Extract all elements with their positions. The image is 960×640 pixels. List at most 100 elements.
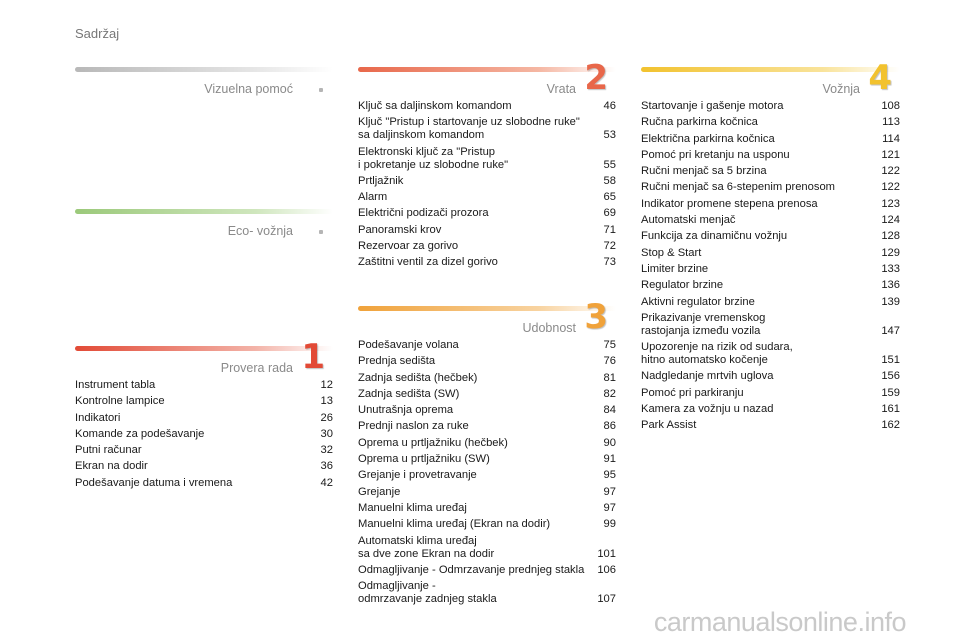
toc-entry-page: 122 (881, 181, 900, 194)
toc-entry[interactable]: Električna parkirna kočnica 114 (641, 131, 900, 147)
toc-entry-page: 151 (881, 354, 900, 367)
toc-entry[interactable]: Prednja sedišta 76 (358, 353, 616, 369)
toc-entry[interactable]: Rezervoar za gorivo 72 (358, 238, 616, 254)
toc-entry[interactable]: Ekran na dodir 36 (75, 458, 333, 474)
toc-entry-label: Podešavanje datuma i vremena (75, 476, 233, 489)
toc-entry[interactable]: Grejanje i provetravanje 95 (358, 467, 616, 483)
toc-entry[interactable]: Indikatori 26 (75, 410, 333, 426)
section-provera-rada: Provera rada 1 Instrument tabla 12 Kontrol… (75, 337, 333, 491)
toc-entry-page: 26 (320, 411, 333, 424)
toc-entry[interactable]: Komande za podešavanje 30 (75, 426, 333, 442)
toc-entry[interactable]: Pomoć pri kretanju na usponu 121 (641, 147, 900, 163)
toc-entry[interactable]: Električni podizači prozora 69 (358, 205, 616, 221)
section-number-icon: 2 (584, 58, 608, 98)
section-vrata: Vrata 2 Ključ sa daljinskom komandom 46 Kl… (358, 58, 616, 271)
toc-entry-page: 42 (320, 476, 333, 489)
toc-entry-label: Prtljažnik (358, 174, 404, 187)
toc-entry-page: 101 (597, 547, 616, 560)
toc-entry-page: 122 (881, 165, 900, 178)
toc-entry[interactable]: Upozorenje na rizik od sudara, hitno aut… (641, 339, 900, 368)
section-header: Vrata 2 (358, 58, 616, 98)
toc-entry-label: Podešavanje volana (358, 339, 459, 351)
toc-entry[interactable]: Indikator promene stepena prenosa 123 (641, 196, 900, 212)
toc-entry[interactable]: Oprema u prtljažniku (SW) 91 (358, 451, 616, 467)
toc-entry[interactable]: Odmagljivanje - odmrzavanje zadnjeg stak… (358, 578, 616, 607)
toc-entry[interactable]: Ključ sa daljinskom komandom 46 (358, 98, 616, 114)
toc-entry[interactable]: Prikazivanje vremenskog rastojanja izmeđ… (641, 310, 900, 339)
section-bar (641, 67, 900, 72)
toc-entry-label: Komande za podešavanje (75, 427, 205, 440)
toc-entry[interactable]: Aktivni regulator brzine 139 (641, 294, 900, 310)
toc-entry-page: 75 (603, 339, 616, 351)
toc-entry[interactable]: Zaštitni ventil za dizel gorivo 73 (358, 254, 616, 270)
toc-entry[interactable]: Alarm 65 (358, 189, 616, 205)
toc-entry[interactable]: Regulator brzine 136 (641, 277, 900, 293)
toc-entry-page: 58 (603, 174, 616, 187)
toc-entry[interactable]: Limiter brzine 133 (641, 261, 900, 277)
toc-entry-label: Prednja sedišta (358, 355, 436, 368)
section-voznja: Vožnja 4 Startovanje i gašenje motora 108… (641, 58, 900, 434)
toc-entry[interactable]: Podešavanje volana 75 (358, 337, 616, 353)
toc-entry[interactable]: Stop & Start 129 (641, 245, 900, 261)
section-number-icon: 1 (301, 337, 325, 377)
toc-entry[interactable]: Manuelni klima uređaj (Ekran na dodir) 99 (358, 516, 616, 532)
toc-entry[interactable]: Automatski klima uređaj sa dve zone Ekra… (358, 533, 616, 562)
toc-entry[interactable]: Prtljažnik 58 (358, 173, 616, 189)
toc-entry-page: 108 (881, 100, 900, 112)
toc-entry[interactable]: Ručna parkirna kočnica 113 (641, 114, 900, 130)
toc-entry-label: Oprema u prtljažniku (hečbek) (358, 436, 508, 449)
toc-entry-label: Aktivni regulator brzine (641, 295, 755, 308)
toc-entry-page: 55 (603, 158, 616, 171)
toc-entry[interactable]: Park Assist 162 (641, 417, 900, 433)
toc-entry-label: Ključ sa daljinskom komandom (358, 100, 512, 112)
toc-entry-page: 32 (320, 444, 333, 457)
toc-entry-label: Indikatori (75, 411, 121, 424)
toc-entry[interactable]: Panoramski krov 71 (358, 222, 616, 238)
toc-entry[interactable]: Zadnja sedišta (hečbek) 81 (358, 370, 616, 386)
toc-entry-page: 123 (881, 197, 900, 210)
toc-entry-label: Upozorenje na rizik od sudara, hitno aut… (641, 341, 793, 367)
toc-entry[interactable]: Grejanje 97 (358, 484, 616, 500)
toc-entry-page: 121 (881, 148, 900, 161)
toc-entry-label: Manuelni klima uređaj (Ekran na dodir) (358, 518, 551, 531)
toc-entry-page: 95 (603, 469, 616, 482)
toc-entry-label: Instrument tabla (75, 379, 156, 391)
toc-entry-page: 156 (881, 370, 900, 383)
toc-entry-label: Odmagljivanje - odmrzavanje zadnjeg stak… (358, 580, 497, 606)
toc-entry-label: Ručni menjač sa 5 brzina (641, 165, 767, 178)
toc-entry[interactable]: Instrument tabla 12 (75, 377, 333, 393)
toc-entry[interactable]: Ključ "Pristup i startovanje uz slobodne… (358, 114, 616, 143)
toc-entry-page: 53 (603, 129, 616, 142)
toc-entry[interactable]: Putni računar 32 (75, 442, 333, 458)
toc-entry-label: Ekran na dodir (75, 460, 148, 473)
toc-entry[interactable]: Zadnja sedišta (SW) 82 (358, 386, 616, 402)
toc-entry[interactable]: Funkcija za dinamičnu vožnju 128 (641, 228, 900, 244)
toc-entry-page: 36 (320, 460, 333, 473)
toc-entry[interactable]: Kontrolne lampice 13 (75, 393, 333, 409)
toc-entry-page: 124 (881, 214, 900, 227)
toc-entry[interactable]: Ručni menjač sa 6-stepenim prenosom 122 (641, 179, 900, 195)
toc-entry[interactable]: Kamera za vožnju u nazad 161 (641, 401, 900, 417)
toc-entry[interactable]: Oprema u prtljažniku (hečbek) 90 (358, 435, 616, 451)
toc-entry[interactable]: Nadgledanje mrtvih uglova 156 (641, 368, 900, 384)
toc-entry[interactable]: Manuelni klima uređaj 97 (358, 500, 616, 516)
toc-entry[interactable]: Automatski menjač 124 (641, 212, 900, 228)
toc-entry[interactable]: Ručni menjač sa 5 brzina 122 (641, 163, 900, 179)
section-title: Vožnja (822, 82, 860, 96)
toc-entry-page: 69 (603, 207, 616, 220)
toc-entry[interactable]: Podešavanje datuma i vremena 42 (75, 475, 333, 491)
section-header: Vožnja 4 (641, 58, 900, 98)
section-header: Eco- vožnja (75, 214, 333, 240)
section-bar (75, 67, 333, 72)
toc-entry[interactable]: Pomoć pri parkiranju 159 (641, 385, 900, 401)
toc-list: Instrument tabla 12 Kontrolne lampice 13 Ind… (75, 377, 333, 491)
toc-entry[interactable]: Elektronski ključ za "Pristup i pokretan… (358, 144, 616, 173)
section-title: Vrata (546, 82, 576, 96)
toc-entry[interactable]: Prednji naslon za ruke 86 (358, 418, 616, 434)
toc-entry-page: 46 (603, 100, 616, 112)
toc-entry-page: 72 (603, 240, 616, 253)
toc-entry[interactable]: Startovanje i gašenje motora 108 (641, 98, 900, 114)
toc-entry[interactable]: Unutrašnja oprema 84 (358, 402, 616, 418)
toc-entry-label: Automatski menjač (641, 214, 736, 227)
toc-entry[interactable]: Odmagljivanje - Odmrzavanje prednjeg sta… (358, 562, 616, 578)
